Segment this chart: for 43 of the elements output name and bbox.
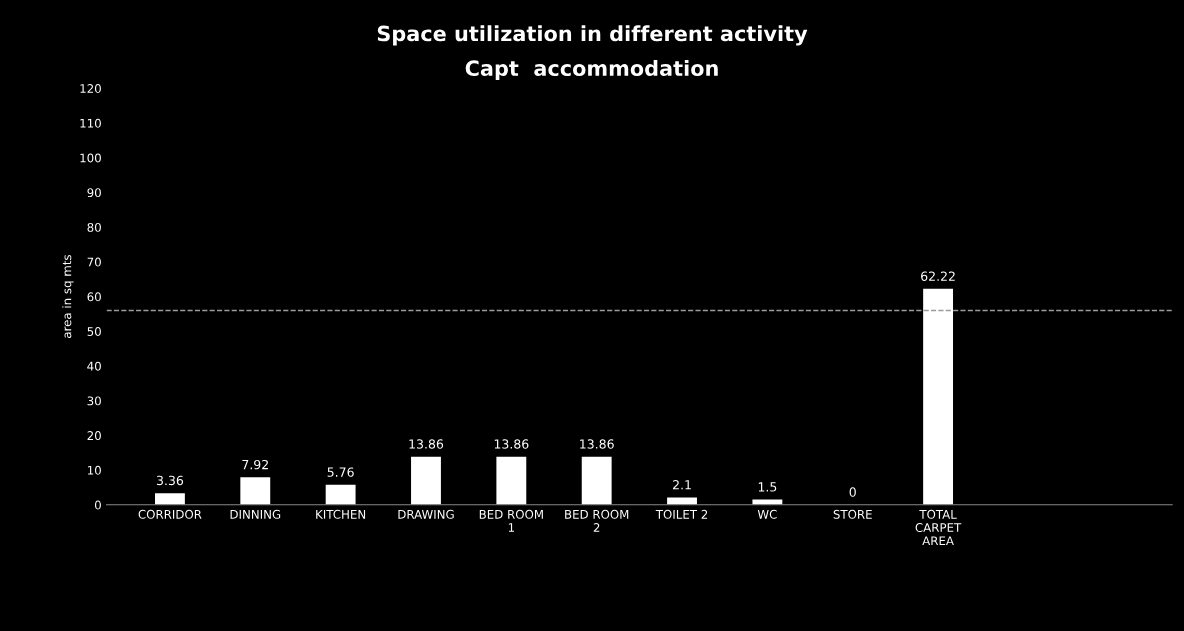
chart-subtitle: Capt accommodation [465,59,718,81]
data-label: 62.22 [921,271,955,281]
y-tick-label: 70 [87,257,101,267]
data-label: 7.92 [242,459,268,470]
y-tick-label: 60 [87,292,101,302]
y-tick-label: 40 [87,361,101,371]
bar [325,484,356,505]
x-tick-label: STORE [833,509,872,519]
y-tick-label: 50 [87,327,101,336]
y-tick-label: 110 [80,118,101,128]
bar [240,477,271,505]
chart-title: Space utilization in different activity [377,25,808,46]
data-label: 13.86 [494,439,529,449]
x-tick-label: TOTAL CARPET AREA [915,509,962,546]
x-tick-label: CORRIDOR [138,509,202,519]
y-tick-label: 120 [80,84,101,93]
x-tick-label: KITCHEN [316,509,366,519]
x-tick-label: BED ROOM 2 [565,509,629,532]
y-tick-label: 20 [87,431,101,441]
y-tick-label: 0 [94,500,101,510]
y-tick-label: 80 [87,222,101,232]
x-tick-label: DINNING [230,509,281,519]
x-tick-label: TOILET 2 [655,509,708,519]
bar [923,288,954,505]
data-label: 13.86 [580,439,614,449]
data-label: 0 [849,487,856,497]
data-label: 1.5 [758,482,777,492]
x-tick-label: BED ROOM 1 [479,509,543,532]
bar [411,456,441,505]
y-tick-label: 30 [87,396,101,406]
data-label: 3.36 [156,475,184,486]
y-tick-label: 10 [87,465,101,475]
bar [155,493,185,505]
x-tick-label: DRAWING [398,509,454,519]
x-tick-label: WC [757,509,777,519]
bar [581,456,612,505]
bar [496,456,527,505]
data-label: 2.1 [673,480,691,490]
y-axis-title: area in sq mts [62,255,74,338]
data-label: 5.76 [327,467,354,477]
y-tick-label: 90 [87,188,101,198]
y-tick-label: 100 [80,153,101,163]
data-label: 13.86 [409,439,444,449]
